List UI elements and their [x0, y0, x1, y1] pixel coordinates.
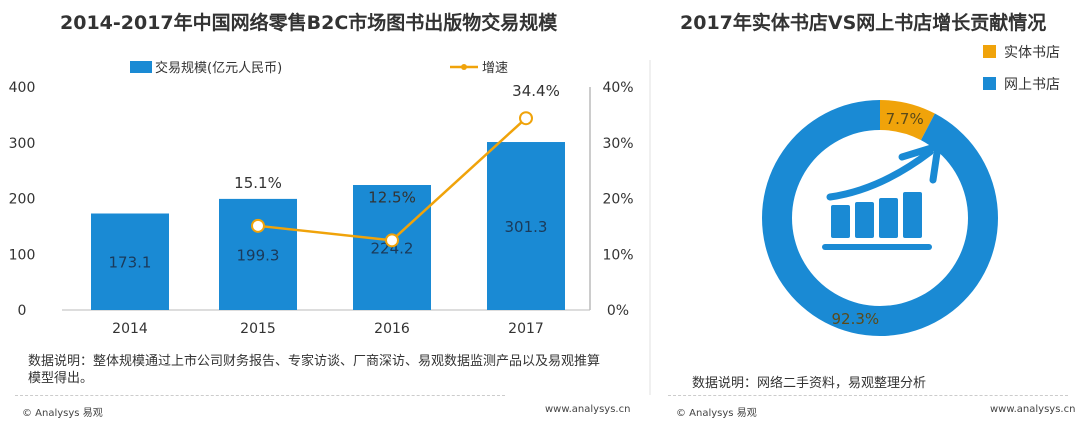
arrow-head [898, 142, 942, 184]
donut-slice-label: 7.7% [886, 110, 924, 128]
donut-slice-label: 92.3% [831, 310, 879, 328]
y2-tick-label: 0% [607, 303, 629, 319]
arrow-curve [826, 148, 934, 201]
right-data-note: 数据说明：网络二手资料，易观整理分析 [692, 376, 927, 391]
growth-value-label: 12.5% [368, 188, 416, 206]
donut-slice [880, 100, 935, 141]
y2-tick-label: 30% [602, 136, 633, 152]
legend-label: 网上书店 [1004, 77, 1060, 93]
growth-point [385, 233, 399, 248]
y-tick-label: 200 [9, 192, 36, 208]
legend-label: 实体书店 [1004, 45, 1060, 61]
y2-tick-label: 20% [602, 192, 633, 208]
bar-value-label: 173.1 [109, 254, 152, 272]
y2-tick-label: 40% [602, 80, 633, 96]
y-tick-label: 100 [9, 247, 36, 263]
right-footer-brand: © Analysys 易观 [676, 408, 757, 419]
left-separator [15, 395, 505, 396]
growth-value-label: 15.1% [234, 174, 282, 192]
legend-line-marker [461, 64, 467, 70]
growth-point [519, 111, 533, 126]
right-separator [668, 395, 1068, 396]
legend-bar-swatch [130, 61, 152, 73]
bar-value-label: 224.2 [371, 240, 414, 258]
y-tick-label: 400 [9, 80, 36, 96]
growth-chart-icon [822, 192, 932, 250]
y2-tick-label: 10% [602, 247, 633, 263]
legend-swatch [983, 77, 996, 90]
x-tick-label: 2016 [374, 321, 410, 337]
legend-line-label: 增速 [482, 61, 508, 76]
x-tick-label: 2014 [112, 321, 148, 337]
left-footer-url[interactable]: www.analysys.cn [545, 404, 631, 415]
bar [487, 142, 565, 310]
y-tick-label: 0 [18, 303, 27, 319]
bar-value-label: 301.3 [505, 218, 548, 236]
x-tick-label: 2015 [240, 321, 276, 337]
bar [91, 213, 169, 310]
bar [219, 198, 297, 310]
right-chart-title: 2017年实体书店VS网上书店增长贡献情况 [680, 12, 1047, 34]
legend-swatch [983, 45, 996, 58]
left-data-note: 数据说明：整体规模通过上市公司财务报告、专家访谈、厂商深访、易观数据监测产品以及… [28, 354, 601, 386]
legend-bar-label: 交易规模(亿元人民币) [155, 60, 282, 76]
y-tick-label: 300 [9, 136, 36, 152]
growth-point [251, 218, 265, 233]
left-footer-brand: © Analysys 易观 [22, 408, 103, 419]
bar-value-label: 199.3 [237, 246, 280, 264]
right-footer-url[interactable]: www.analysys.cn [990, 404, 1076, 415]
growth-value-label: 34.4% [512, 82, 560, 100]
bar [353, 185, 431, 310]
x-tick-label: 2017 [508, 321, 544, 337]
left-chart-title: 2014-2017年中国网络零售B2C市场图书出版物交易规模 [60, 12, 558, 34]
